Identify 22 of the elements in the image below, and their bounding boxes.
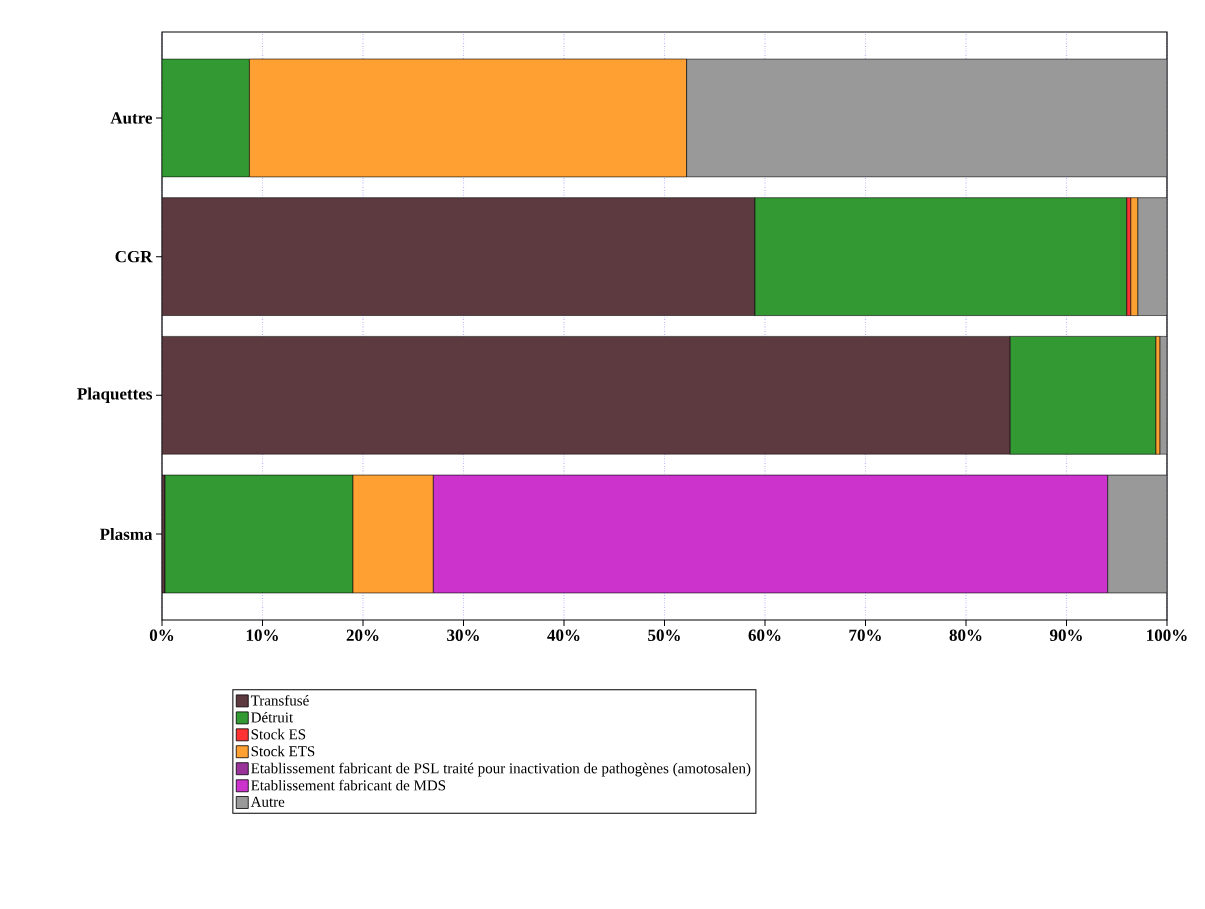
y-tick-label: Plaquettes bbox=[77, 387, 153, 404]
legend-label: Stock ES bbox=[251, 728, 306, 740]
legend-label: Autre bbox=[250, 796, 285, 807]
x-tick-label: 70% bbox=[849, 629, 881, 642]
legend-label: Détruit bbox=[251, 711, 294, 723]
y-tick-label: Plasma bbox=[99, 528, 153, 540]
y-tick-label: Autre bbox=[110, 112, 153, 124]
x-tick-label: 100% bbox=[1147, 629, 1187, 642]
x-tick-label: 30% bbox=[447, 629, 479, 642]
legend-label: Transfusé bbox=[250, 694, 309, 706]
y-tick-label: CGR bbox=[115, 250, 153, 263]
x-tick-label: 10% bbox=[246, 629, 278, 642]
x-tick-label: 60% bbox=[748, 629, 781, 642]
legend-label: Stock ETS bbox=[251, 745, 315, 757]
legend-label: Etablissement fabricant de PSL traité pour inactivation de pathogènes (amotosalen) bbox=[251, 762, 751, 777]
x-tick-label: 0% bbox=[149, 629, 174, 642]
x-tick-label: 90% bbox=[1049, 629, 1082, 642]
x-tick-label: 50% bbox=[648, 629, 680, 642]
x-tick-label: 80% bbox=[949, 629, 982, 642]
x-tick-label: 40% bbox=[547, 629, 580, 642]
x-tick-label: 20% bbox=[346, 629, 379, 642]
legend-label: Etablissement fabricant de MDS bbox=[251, 779, 446, 791]
